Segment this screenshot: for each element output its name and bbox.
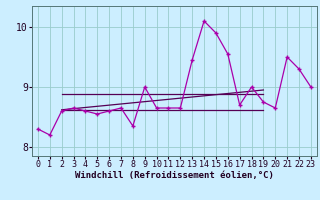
X-axis label: Windchill (Refroidissement éolien,°C): Windchill (Refroidissement éolien,°C) <box>75 171 274 180</box>
